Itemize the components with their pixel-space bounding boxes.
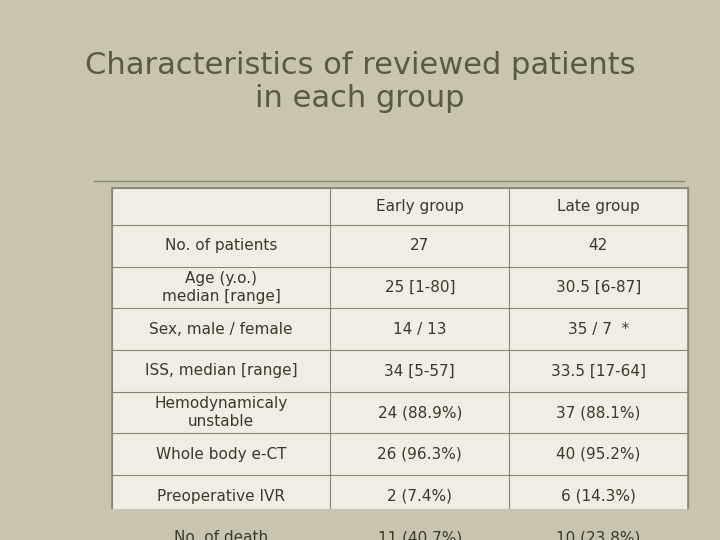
Text: 26 (96.3%): 26 (96.3%) [377,447,462,462]
Text: No. of patients: No. of patients [165,238,277,253]
Text: Sex, male / female: Sex, male / female [149,322,293,337]
Text: 11 (40.7%): 11 (40.7%) [377,530,462,540]
Text: Age (y.o.)
median [range]: Age (y.o.) median [range] [161,271,281,303]
Text: No. of death: No. of death [174,530,268,540]
Text: Preoperative IVR: Preoperative IVR [157,489,285,504]
Text: 10 (23.8%): 10 (23.8%) [556,530,641,540]
Text: 42: 42 [589,238,608,253]
Text: 37 (88.1%): 37 (88.1%) [556,405,641,420]
Text: Whole body e-CT: Whole body e-CT [156,447,287,462]
Text: 24 (88.9%): 24 (88.9%) [377,405,462,420]
Text: 33.5 [17-64]: 33.5 [17-64] [551,363,646,379]
Text: 25 [1-80]: 25 [1-80] [384,280,455,295]
Text: 14 / 13: 14 / 13 [393,322,446,337]
Text: 27: 27 [410,238,429,253]
Text: 2 (7.4%): 2 (7.4%) [387,489,452,504]
Text: ISS, median [range]: ISS, median [range] [145,363,297,379]
FancyBboxPatch shape [112,188,688,540]
Text: Characteristics of reviewed patients
in each group: Characteristics of reviewed patients in … [85,51,635,113]
Text: 6 (14.3%): 6 (14.3%) [561,489,636,504]
Text: 30.5 [6-87]: 30.5 [6-87] [556,280,641,295]
Text: 40 (95.2%): 40 (95.2%) [556,447,641,462]
Text: 35 / 7  *: 35 / 7 * [567,322,629,337]
Text: Late group: Late group [557,199,639,214]
Text: 34 [5-57]: 34 [5-57] [384,363,455,379]
Text: Hemodynamicaly
unstable: Hemodynamicaly unstable [154,396,288,429]
Text: Early group: Early group [376,199,464,214]
